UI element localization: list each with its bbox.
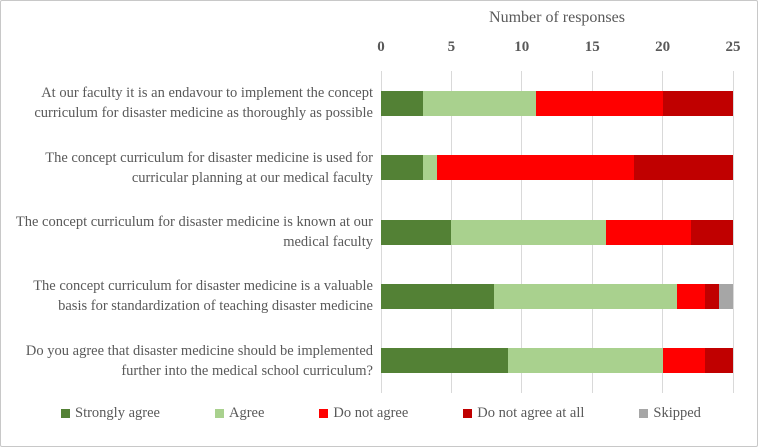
legend: Strongly agree Agree Do not agree Do not ag…: [61, 401, 701, 425]
x-tick-label-5: 5: [447, 39, 456, 55]
bar-row: [381, 219, 733, 245]
x-tick-label-0: 0: [377, 39, 385, 55]
category-label: The concept curriculum for disaster medi…: [15, 213, 373, 250]
x-tick-label-10: 10: [514, 39, 530, 55]
legend-swatch-icon: [319, 408, 329, 418]
bar-segment: [676, 283, 705, 309]
bar-segment: [381, 283, 494, 309]
legend-swatch-icon: [61, 408, 70, 418]
legend-label: Do not agree: [333, 404, 409, 421]
bar-segment: [606, 219, 691, 245]
x-tick-label-20: 20: [655, 39, 671, 55]
legend-item: Agree: [214, 404, 265, 422]
x-tick-label-25: 25: [725, 39, 741, 55]
bar-segment: [381, 155, 424, 181]
gridline-x-25: [732, 71, 734, 393]
legend-item: Do not agree at all: [463, 405, 584, 422]
bar-row: [381, 283, 733, 309]
bar-segment: [704, 283, 719, 309]
bar-segment: [381, 90, 424, 116]
bar-segment: [507, 348, 663, 374]
bar-row: [381, 90, 733, 116]
bar-segment: [718, 283, 733, 309]
legend-item: Skipped: [639, 405, 701, 422]
bar-segment: [423, 155, 438, 181]
bar-segment: [535, 90, 663, 116]
legend-label: Skipped: [653, 404, 701, 421]
plot-area: [380, 71, 734, 393]
bar-segment: [634, 155, 733, 181]
x-axis-title: Number of responses: [489, 9, 625, 26]
category-label: The concept curriculum for disaster medi…: [33, 278, 373, 315]
legend-swatch-icon: [463, 408, 473, 418]
legend-swatch-icon: [214, 408, 224, 418]
bar-segment: [493, 283, 677, 309]
category-labels: At our faculty it is an endavour to impl…: [1, 71, 373, 393]
bar-segment: [423, 90, 536, 116]
legend-label: Strongly agree: [75, 404, 160, 421]
legend-item: Do not agree: [319, 405, 408, 422]
legend-label: Agree: [228, 404, 265, 421]
x-tick-label-15: 15: [584, 39, 600, 55]
bar-row: [381, 155, 733, 181]
bar-segment: [437, 155, 635, 181]
category-label: Do you agree that disaster medicine shou…: [25, 342, 373, 379]
legend-swatch-icon: [639, 408, 649, 418]
category-label: At our faculty it is an endavour to impl…: [34, 85, 373, 122]
category-label: The concept curriculum for disaster medi…: [45, 149, 373, 186]
bar-segment: [662, 348, 705, 374]
bar-segment: [662, 90, 733, 116]
bar-segment: [381, 219, 452, 245]
bar-segment: [704, 348, 733, 374]
legend-item: Strongly agree: [61, 405, 160, 422]
bar-row: [381, 348, 733, 374]
bar-segment: [451, 219, 607, 245]
bar-segment: [381, 348, 508, 374]
bar-segment: [690, 219, 733, 245]
legend-label: Do not agree at all: [477, 404, 585, 421]
